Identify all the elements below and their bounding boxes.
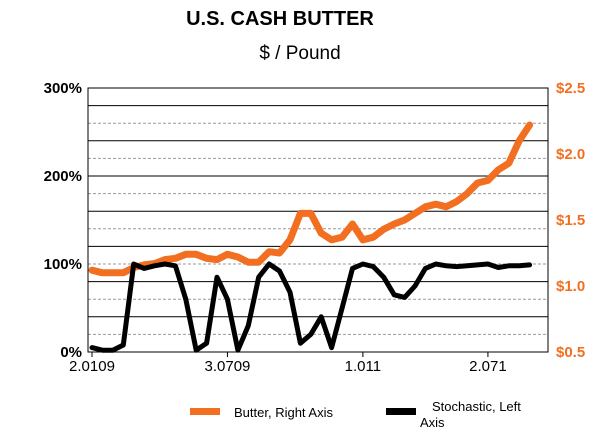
right-tick-label: $2.5 [556, 80, 585, 97]
right-tick-label: $0.5 [556, 344, 585, 361]
x-tick-label: 3.0709 [205, 358, 251, 375]
x-tick-label: 2.071 [469, 358, 507, 375]
chart-subtitle: $ / Pound [259, 43, 340, 64]
series-line-butter [88, 121, 534, 277]
left-tick-label: 300% [44, 80, 82, 97]
right-tick-label: $1.5 [556, 212, 585, 229]
left-axis: 300% 200% 100% 0% [44, 80, 82, 361]
x-tick-label: 2.0109 [69, 358, 115, 375]
left-tick-label: 200% [44, 168, 82, 185]
left-tick-label: 100% [44, 256, 82, 273]
legend-swatch-stochastic [386, 408, 416, 415]
left-tick-label: 0% [60, 344, 82, 361]
series-line-stochastic [89, 261, 533, 353]
legend-label-stochastic: Stochastic, Left Axis [420, 399, 525, 430]
right-tick-label: $2.0 [556, 146, 585, 163]
legend: Butter, Right Axis Stochastic, Left Axis [190, 399, 525, 430]
legend-label-butter: Butter, Right Axis [234, 405, 333, 420]
chart-title: U.S. CASH BUTTER [186, 8, 374, 30]
x-axis: 2.0109 3.0709 1.011 2.071 [69, 352, 507, 375]
legend-swatch-butter [190, 408, 220, 415]
right-tick-label: $1.0 [556, 278, 585, 295]
x-tick-label: 1.011 [345, 358, 381, 375]
plot-area [87, 87, 549, 353]
right-axis: $2.5 $2.0 $1.5 $1.0 $0.5 [556, 80, 585, 361]
